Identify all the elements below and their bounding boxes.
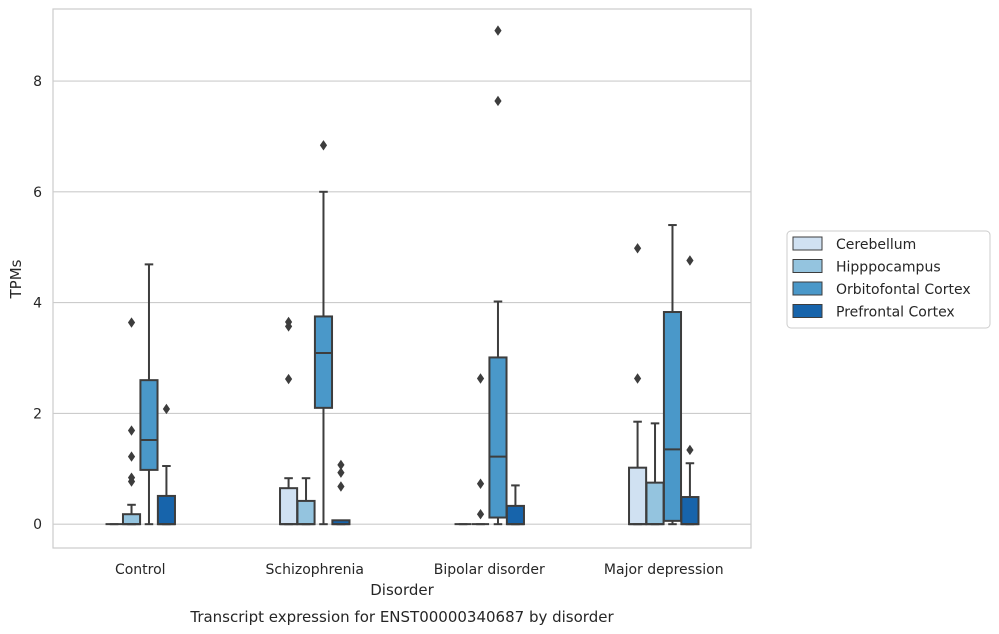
- iqr-box: [662, 311, 683, 522]
- outlier-point: [127, 425, 136, 436]
- x-axis-label: Disorder: [370, 581, 434, 599]
- iqr-box: [645, 481, 665, 526]
- box-cerebellum: [628, 243, 648, 526]
- iqr-box: [121, 513, 142, 526]
- box-cerebellum: [279, 316, 299, 526]
- outlier-point: [337, 481, 345, 492]
- y-tick-label: 0: [33, 517, 42, 533]
- legend-swatch: [792, 259, 823, 273]
- box-prefrontal-cortex: [156, 403, 176, 526]
- box-hipppocampus: [121, 317, 142, 526]
- iqr-box: [139, 379, 159, 471]
- outlier-point: [633, 243, 642, 254]
- box-hipppocampus: [471, 373, 490, 526]
- iqr-box: [156, 494, 176, 526]
- box-prefrontal-cortex: [505, 484, 525, 526]
- iqr-box: [279, 487, 299, 526]
- outlier-point: [127, 472, 136, 483]
- legend-label: Orbitofontal Cortex: [836, 282, 971, 298]
- legend-label: Cerebellum: [836, 237, 916, 253]
- box-plot-marks: [105, 25, 700, 526]
- outlier-point: [337, 467, 345, 478]
- outlier-point: [127, 451, 136, 462]
- iqr-box: [296, 499, 316, 526]
- box-orbitofontal-cortex: [488, 25, 508, 526]
- box-orbitofontal-cortex: [662, 224, 683, 526]
- legend-swatch: [792, 304, 823, 318]
- legend: Cerebellum Hipppocampus Orbitofontal Corte…: [786, 230, 991, 329]
- iqr-box: [680, 496, 700, 526]
- outlier-point: [686, 444, 694, 456]
- x-tick-label: Control: [115, 562, 166, 578]
- outlier-point: [284, 373, 293, 385]
- legend-swatch: [792, 281, 823, 296]
- outlier-point: [337, 459, 345, 471]
- box-orbitofontal-cortex: [313, 140, 334, 526]
- y-tick-label: 2: [33, 406, 42, 422]
- y-tick-label: 4: [33, 296, 42, 312]
- x-tick-label: Schizophrenia: [266, 562, 364, 578]
- legend-label: Hipppocampus: [836, 260, 941, 276]
- box-prefrontal-cortex: [331, 459, 351, 526]
- outlier-point: [494, 25, 502, 36]
- x-tick-label: Major depression: [604, 562, 724, 578]
- outlier-point: [127, 317, 136, 328]
- iqr-box: [505, 504, 525, 526]
- legend-swatch: [792, 236, 823, 251]
- y-axis-label: TPMs: [7, 259, 25, 299]
- iqr-box: [488, 356, 508, 519]
- box-prefrontal-cortex: [680, 255, 700, 526]
- legend-frame: [786, 230, 991, 329]
- outlier-point: [162, 403, 171, 415]
- iqr-box: [628, 466, 648, 526]
- y-tick-label: 6: [33, 185, 42, 201]
- outlier-point: [476, 373, 485, 384]
- box-hipppocampus: [645, 422, 665, 526]
- outlier-point: [494, 95, 502, 107]
- outlier-point: [284, 316, 293, 328]
- x-axis-ticks: Control Schizophrenia Bipolar disorder Majo…: [115, 562, 724, 578]
- outlier-point: [686, 255, 694, 266]
- y-axis-ticks: 0 2 4 6 8: [33, 74, 42, 533]
- box-hipppocampus: [296, 477, 316, 526]
- outlier-point: [476, 478, 485, 489]
- legend-label: Prefrontal Cortex: [836, 305, 955, 321]
- x-tick-label: Bipolar disorder: [434, 562, 545, 578]
- chart-caption: Transcript expression for ENST0000034068…: [189, 608, 614, 626]
- y-tick-label: 8: [33, 74, 42, 90]
- outlier-point: [476, 509, 485, 520]
- box-orbitofontal-cortex: [139, 263, 159, 526]
- outlier-point: [319, 140, 328, 151]
- plot-frame: [52, 8, 752, 549]
- iqr-box: [313, 315, 334, 409]
- outlier-point: [633, 373, 642, 384]
